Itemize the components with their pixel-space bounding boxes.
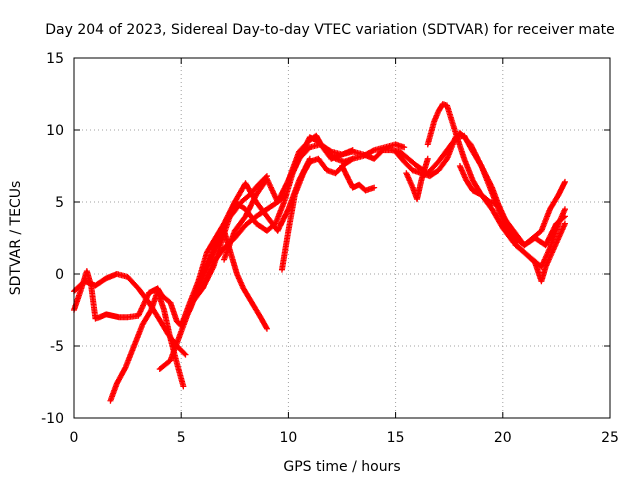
x-tick-label: 10 xyxy=(279,430,297,446)
data-points xyxy=(456,163,568,270)
plot-frame xyxy=(73,57,611,419)
data-points xyxy=(107,288,187,404)
x-tick-label: 20 xyxy=(494,430,512,446)
y-tick-label: 5 xyxy=(55,195,64,211)
x-tick-label: 0 xyxy=(70,430,79,446)
x-tick-label: 15 xyxy=(387,430,405,446)
y-tick-label: -10 xyxy=(41,411,64,427)
series-track-e xyxy=(178,227,270,332)
x-tick-label: 25 xyxy=(601,430,619,446)
grid-lines xyxy=(74,58,610,418)
series-track-k xyxy=(339,163,378,194)
series-track-i xyxy=(278,155,356,273)
x-tick-label: 5 xyxy=(177,430,186,446)
axis-ticks: 0 5 10 15 20 25 -10 -5 0 5 10 15 xyxy=(41,51,619,446)
y-tick-label: 10 xyxy=(46,123,64,139)
data-points xyxy=(178,227,270,332)
data-points xyxy=(339,163,378,194)
x-axis-label: GPS time / hours xyxy=(283,459,400,475)
data-points xyxy=(403,155,431,203)
data-points xyxy=(278,155,356,273)
data-marks xyxy=(71,101,568,404)
y-tick-label: -5 xyxy=(50,339,64,355)
series-track-c xyxy=(107,288,187,404)
y-axis-label: SDTVAR / TECUs xyxy=(8,181,24,296)
series-track-o xyxy=(456,163,568,270)
series-track-m xyxy=(403,155,431,203)
y-tick-label: 15 xyxy=(46,51,64,67)
y-tick-label: 0 xyxy=(55,267,64,283)
chart-title: Day 204 of 2023, Sidereal Day-to-day VTE… xyxy=(45,22,615,38)
